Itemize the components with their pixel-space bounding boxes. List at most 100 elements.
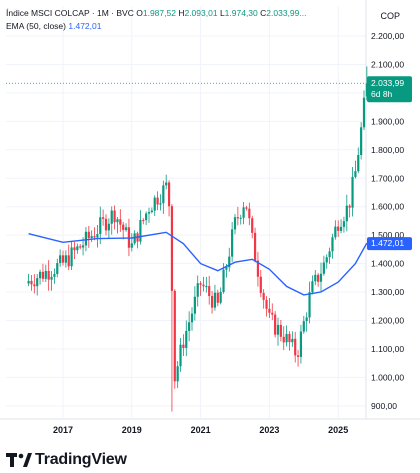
down-candle: [170, 204, 174, 412]
candle-body: [342, 221, 346, 227]
candle-body: [96, 234, 99, 238]
y-tick-label: 2.100,00: [371, 59, 404, 69]
candle-body: [202, 284, 205, 287]
x-tick-label: 2019: [122, 425, 142, 435]
candle-body: [182, 344, 185, 348]
candle-body: [205, 286, 208, 288]
candle-body: [319, 273, 323, 282]
up-candle: [130, 233, 133, 252]
candle-body: [107, 223, 110, 231]
down-candle: [245, 205, 248, 211]
down-candle: [202, 276, 205, 292]
candle-body: [67, 255, 70, 267]
candle-body: [90, 236, 93, 239]
candle-body: [236, 217, 239, 219]
y-tick-label: 900,00: [371, 401, 397, 411]
last-price-badge-value: 2.033,99: [371, 78, 404, 88]
down-candle: [30, 275, 33, 291]
candle-body: [179, 344, 182, 367]
up-candle: [311, 275, 314, 295]
up-candle: [276, 317, 280, 346]
candle-body: [314, 274, 317, 282]
up-candle: [36, 273, 39, 296]
candle-body: [61, 255, 65, 263]
candle-body: [334, 226, 337, 238]
candle-body: [271, 312, 274, 315]
symbol-legend[interactable]: Índice MSCI COLCAP · 1M · BVC O1.987,52 …: [6, 7, 306, 20]
candle-body: [294, 338, 297, 356]
candle-body: [73, 247, 76, 251]
candle-body: [59, 255, 62, 264]
candle-body: [27, 280, 30, 284]
candle-body: [56, 263, 59, 275]
candle-body: [185, 330, 188, 348]
down-candle: [271, 303, 274, 321]
candle-body: [345, 205, 348, 222]
candle-body: [365, 83, 368, 97]
up-candle: [124, 223, 128, 232]
y-tick-label: 1.900,00: [371, 116, 404, 126]
candle-body: [188, 322, 191, 331]
candle-body: [41, 271, 45, 279]
candle-body: [331, 237, 334, 252]
candle-body: [170, 206, 174, 291]
candle-body: [79, 246, 82, 248]
up-candle: [188, 311, 191, 342]
candle-body: [357, 155, 360, 172]
up-candle: [357, 147, 360, 174]
tradingview-logo[interactable]: TradingView: [6, 451, 127, 469]
candle-body: [228, 256, 231, 268]
down-candle: [102, 209, 105, 226]
down-candle: [104, 214, 108, 236]
candle-body: [119, 219, 122, 225]
down-candle: [265, 296, 268, 317]
candle-body: [99, 217, 102, 235]
up-candle: [291, 331, 294, 347]
down-candle: [87, 225, 90, 248]
x-tick-label: 2017: [53, 425, 73, 435]
candle-body: [262, 292, 265, 300]
candle-body: [116, 219, 119, 223]
down-candle: [251, 215, 254, 239]
ema-badge-bg: [367, 237, 412, 251]
y-tick-label: 1.200,00: [371, 316, 404, 326]
candle-body: [145, 213, 148, 221]
down-candle: [199, 281, 202, 296]
down-candle: [208, 275, 211, 305]
candle-body: [222, 269, 225, 292]
down-candle: [262, 289, 265, 309]
up-candle: [354, 160, 357, 179]
up-candle: [176, 361, 179, 389]
up-candle: [362, 90, 366, 131]
up-candle: [302, 315, 305, 334]
up-candle: [351, 167, 354, 217]
candle-body: [360, 127, 363, 156]
down-candle: [282, 326, 285, 350]
up-candle: [305, 312, 308, 332]
down-candle: [73, 241, 76, 260]
up-candle: [328, 247, 331, 264]
candle-body: [139, 220, 142, 242]
x-tick-label: 2023: [259, 425, 279, 435]
up-candle: [38, 269, 42, 285]
up-candle: [139, 210, 142, 245]
candle-body: [317, 274, 320, 282]
ema-legend[interactable]: EMA (50, close) 1.472,01: [6, 21, 101, 31]
up-candle: [190, 307, 194, 331]
candle-body: [84, 231, 88, 246]
low-value: 1.974,30: [224, 8, 258, 18]
candle-body: [239, 217, 242, 219]
candle-body: [328, 251, 331, 258]
down-candle: [156, 191, 159, 211]
candle-body: [208, 286, 211, 297]
up-candle: [322, 255, 325, 276]
candle-body: [242, 207, 245, 218]
candle-body: [165, 182, 168, 186]
up-candle: [233, 213, 237, 235]
high-value: 2.093,01: [184, 8, 218, 18]
candle-body: [274, 314, 277, 335]
